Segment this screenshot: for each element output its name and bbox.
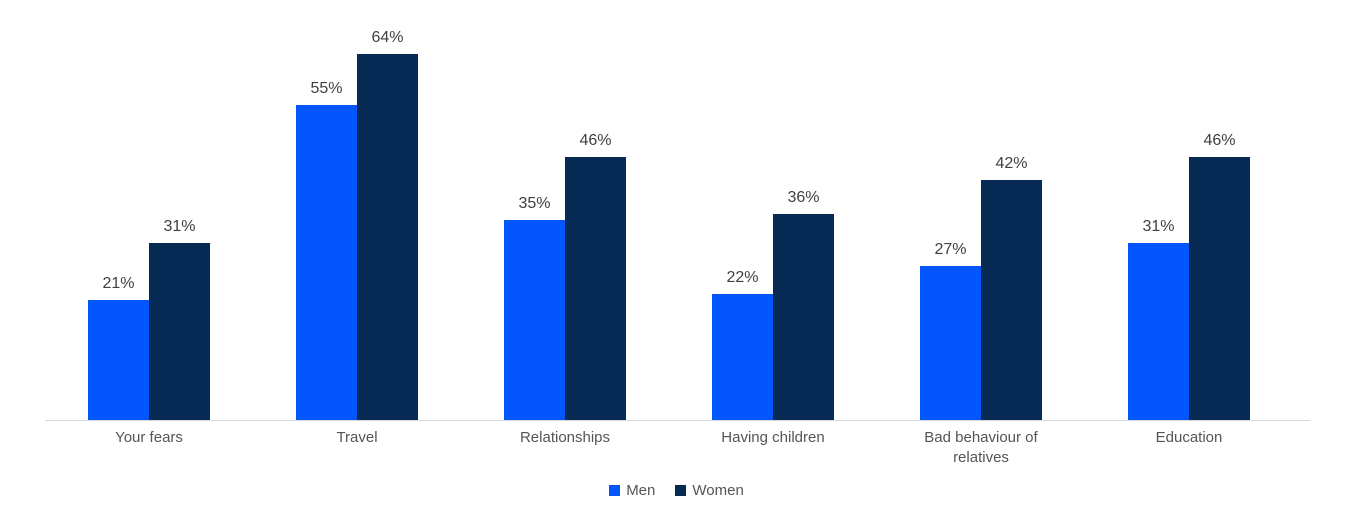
bar-col-women-having-children: 36% (773, 189, 834, 420)
x-axis-label-text: Education (1155, 429, 1223, 446)
bar-col-women-relationships: 46% (565, 132, 626, 420)
bar-men-having-children (712, 294, 773, 420)
category-group-relationships: 35% 46% (461, 0, 669, 420)
x-axis-label-text: Bad behaviour of relatives (924, 429, 1038, 467)
value-label-men-travel: 55% (310, 80, 343, 98)
bar-col-women-your-fears: 31% (149, 218, 210, 420)
legend-item-men: Men (609, 482, 655, 499)
value-label-men-having-children: 22% (726, 269, 759, 287)
x-axis-label-bad-behaviour-of-relatives: Bad behaviour of relatives (877, 428, 1085, 469)
category-group-having-children: 22% 36% (669, 0, 877, 420)
bar-col-men-bad-behaviour-of-relatives: 27% (920, 241, 981, 420)
bar-col-men-education: 31% (1128, 218, 1189, 420)
x-axis-line (45, 420, 1310, 421)
bar-men-travel (296, 105, 357, 420)
x-axis-label-relationships: Relationships (461, 428, 669, 469)
value-label-men-education: 31% (1142, 217, 1175, 235)
bar-col-women-travel: 64% (357, 29, 418, 420)
women-series-swatch (675, 485, 687, 496)
category-group-bad-behaviour-of-relatives: 27% 42% (877, 0, 1085, 420)
value-label-women-travel: 64% (371, 28, 404, 46)
x-axis-label-travel: Travel (253, 428, 461, 469)
value-label-women-having-children: 36% (787, 189, 820, 207)
category-group-education: 31% 46% (1085, 0, 1293, 420)
bar-col-men-having-children: 22% (712, 269, 773, 420)
value-label-men-bad-behaviour-of-relatives: 27% (934, 240, 967, 258)
bar-col-men-relationships: 35% (504, 195, 565, 420)
bar-col-women-bad-behaviour-of-relatives: 42% (981, 155, 1042, 420)
legend: Men Women (0, 482, 1353, 499)
value-label-women-bad-behaviour-of-relatives: 42% (995, 154, 1028, 172)
bar-men-relationships (504, 219, 565, 420)
legend-item-women: Women (675, 482, 744, 499)
x-axis-label-having-children: Having children (669, 428, 877, 469)
bar-col-women-education: 46% (1189, 132, 1250, 420)
bar-women-relationships (565, 156, 626, 420)
plot-area: 21% 31% 55% 64% 35% 46% 22% 36% 27% 42% 31% 46% (45, 0, 1293, 420)
x-axis-label-education: Education (1085, 428, 1293, 469)
bar-men-bad-behaviour-of-relatives (920, 265, 981, 420)
legend-label-men: Men (626, 482, 656, 499)
value-label-men-your-fears: 21% (102, 274, 135, 292)
x-axis-label-text: Having children (721, 429, 825, 446)
x-axis-label-your-fears: Your fears (45, 428, 253, 469)
category-group-travel: 55% 64% (253, 0, 461, 420)
bar-men-education (1128, 242, 1189, 420)
bar-women-education (1189, 156, 1250, 420)
bar-men-your-fears (88, 299, 149, 420)
x-axis-label-text: Your fears (115, 429, 183, 446)
category-group-your-fears: 21% 31% (45, 0, 253, 420)
men-series-swatch (609, 485, 621, 496)
value-label-men-relationships: 35% (518, 194, 551, 212)
legend-label-women: Women (692, 482, 744, 499)
bar-women-travel (357, 53, 418, 420)
bar-women-having-children (773, 214, 834, 420)
value-label-women-your-fears: 31% (163, 217, 196, 235)
bar-col-men-your-fears: 21% (88, 275, 149, 420)
x-axis-label-text: Travel (336, 429, 378, 446)
value-label-women-relationships: 46% (579, 131, 612, 149)
x-axis-labels: Your fears Travel Relationships Having chil… (45, 428, 1293, 469)
bar-women-your-fears (149, 242, 210, 420)
bar-col-men-travel: 55% (296, 80, 357, 420)
value-label-women-education: 46% (1203, 131, 1236, 149)
bar-women-bad-behaviour-of-relatives (981, 179, 1042, 420)
x-axis-label-text: Relationships (519, 429, 611, 446)
